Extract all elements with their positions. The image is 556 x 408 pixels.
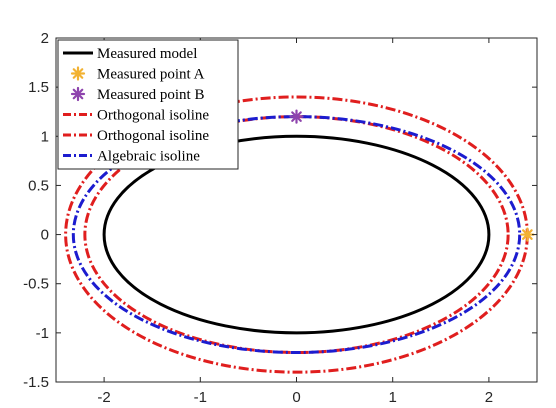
marker-measured-point-b-stroke (291, 111, 302, 122)
x-tick-label: -1 (194, 389, 207, 406)
series-measured-model-0 (102, 134, 491, 335)
y-tick-label: 0.5 (28, 177, 49, 194)
legend-entry-4: Orthogonal isoline (63, 128, 209, 144)
x-tick-label: 2 (485, 389, 493, 406)
series-algebraic-isoline-5 (71, 115, 522, 355)
legend-box (57, 39, 239, 170)
y-tick-label: 0 (41, 227, 49, 244)
legend-label: Algebraic isoline (97, 149, 200, 165)
legend-entry-0: Measured model (63, 46, 197, 62)
y-tick-label: -1.5 (23, 374, 49, 391)
y-tick-label: -1 (36, 325, 49, 342)
legend-label: Measured point B (97, 87, 204, 103)
legend: Measured model Measured point A Measured p… (57, 39, 239, 170)
marker-measured-point-b (289, 109, 304, 124)
legend-label: Measured model (97, 46, 197, 62)
x-tick-label: 0 (292, 389, 300, 406)
legend-label: Orthogonal isoline (97, 128, 209, 144)
ticks-layer: -2 -1 0 1 2 -1.5 -1 -0.5 0 0.5 1 1.5 2 (23, 30, 537, 406)
legend-entry-5: Algebraic isoline (63, 149, 200, 165)
legend-entry-2: Measured point B (70, 86, 204, 103)
y-tick-label: 1.5 (28, 79, 49, 96)
series-layer (64, 95, 535, 374)
legend-entry-1: Measured point A (70, 66, 205, 83)
legend-label: Orthogonal isoline (97, 108, 209, 124)
legend-entry-3: Orthogonal isoline (63, 108, 209, 124)
legend-label: Measured point A (97, 67, 205, 83)
x-tick-label: -2 (97, 389, 110, 406)
marker-measured-point-a (520, 227, 535, 242)
y-tick-label: -0.5 (23, 276, 49, 293)
legend-marker-measured-point-b-stroke (72, 88, 84, 100)
y-tick-label: 2 (41, 30, 49, 47)
legend-marker-measured-point-b (70, 86, 86, 102)
y-tick-label: 1 (41, 128, 49, 145)
legend-marker-measured-point-a (70, 66, 86, 81)
x-tick-label: 1 (389, 389, 397, 406)
marker-measured-point-a-stroke (522, 229, 533, 240)
legend-marker-measured-point-a-stroke (72, 68, 84, 79)
